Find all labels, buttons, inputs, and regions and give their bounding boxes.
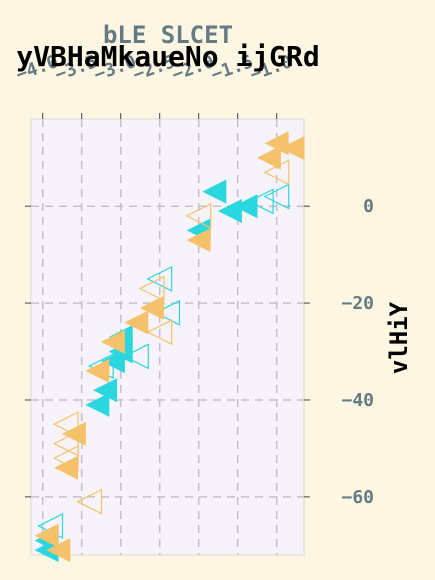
- data-point: [139, 295, 164, 320]
- data-point-hollow: [146, 319, 173, 346]
- data-point-hollow: [185, 202, 212, 229]
- data-point: [46, 538, 71, 563]
- plot-area: [30, 118, 305, 556]
- data-points: [34, 131, 305, 563]
- data-point: [233, 194, 258, 219]
- data-point: [124, 310, 149, 335]
- data-point: [85, 392, 110, 417]
- data-point-hollow: [76, 488, 103, 515]
- chart-title: yVBHaMkaueNo ijGRd: [16, 40, 319, 73]
- y-tick-label: 0: [363, 196, 374, 217]
- data-point: [54, 455, 79, 480]
- data-point: [100, 349, 125, 374]
- data-point: [85, 358, 110, 383]
- data-point: [61, 421, 86, 446]
- data-point-hollow: [138, 275, 165, 302]
- data-point-hollow: [52, 411, 79, 438]
- y-axis-label: vlHiY: [385, 301, 413, 374]
- y-axis-ticks: −60 −40 −20 0: [25, 196, 374, 508]
- data-point-hollow: [247, 188, 274, 215]
- data-point-hollow: [146, 265, 173, 292]
- data-point: [34, 523, 59, 548]
- data-point-hollow: [263, 183, 290, 210]
- chart-suptitle: bLE SLCET: [103, 21, 233, 49]
- data-point-hollow: [122, 343, 149, 370]
- data-point: [202, 179, 227, 204]
- data-point: [100, 329, 125, 354]
- data-point: [280, 136, 305, 161]
- data-point-hollow: [52, 430, 79, 457]
- data-point: [256, 145, 281, 170]
- data-point: [186, 228, 211, 253]
- grid-lines: [31, 119, 304, 555]
- y-tick-label: −20: [341, 293, 374, 314]
- data-point-hollow: [154, 299, 181, 326]
- y-tick-label: −60: [341, 487, 374, 508]
- data-point: [93, 378, 118, 403]
- y-tick-label: −40: [341, 390, 374, 411]
